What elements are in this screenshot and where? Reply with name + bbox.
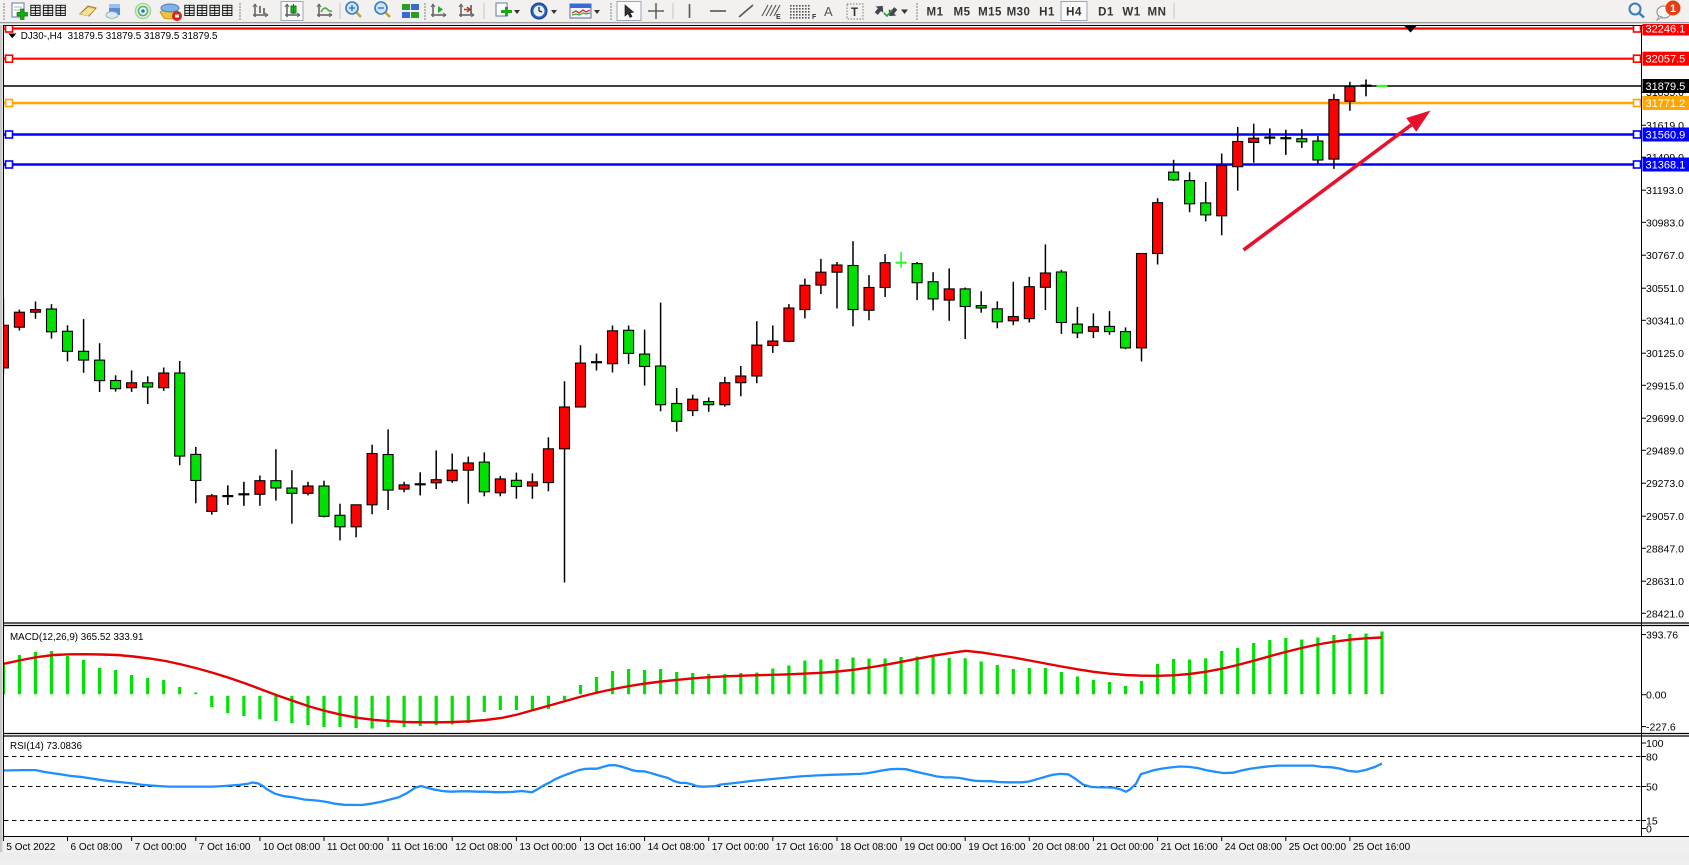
svg-text:11 Oct 00:00: 11 Oct 00:00: [327, 842, 384, 853]
svg-text:25 Oct 00:00: 25 Oct 00:00: [1289, 842, 1347, 853]
svg-text:32057.5: 32057.5: [1646, 54, 1686, 66]
svg-text:30551.0: 30551.0: [1646, 283, 1684, 295]
svg-text:1: 1: [1670, 3, 1676, 15]
svg-text:29273.0: 29273.0: [1646, 478, 1684, 490]
svg-text:18 Oct 08:00: 18 Oct 08:00: [840, 842, 898, 853]
svg-text:30983.0: 30983.0: [1646, 217, 1684, 229]
svg-text:F: F: [812, 14, 817, 21]
svg-text:D1: D1: [1098, 7, 1114, 19]
svg-text:24 Oct 08:00: 24 Oct 08:00: [1225, 842, 1283, 853]
svg-text:H4: H4: [1066, 7, 1082, 19]
svg-text:17 Oct 16:00: 17 Oct 16:00: [776, 842, 834, 853]
svg-text:13 Oct 00:00: 13 Oct 00:00: [519, 842, 577, 853]
svg-text:31368.1: 31368.1: [1646, 160, 1686, 172]
svg-text:H1: H1: [1039, 7, 1055, 19]
svg-text:21 Oct 16:00: 21 Oct 16:00: [1161, 842, 1219, 853]
svg-text:MN: MN: [1148, 7, 1167, 19]
svg-text:RSI(14) 73.0836: RSI(14) 73.0836: [10, 741, 82, 752]
svg-text:29489.0: 29489.0: [1646, 445, 1684, 457]
svg-text:393.76: 393.76: [1646, 630, 1678, 642]
svg-text:14 Oct 08:00: 14 Oct 08:00: [648, 842, 706, 853]
svg-text:17 Oct 00:00: 17 Oct 00:00: [712, 842, 770, 853]
svg-text:0: 0: [1646, 824, 1652, 836]
svg-text:19 Oct 16:00: 19 Oct 16:00: [968, 842, 1026, 853]
svg-text:21 Oct 00:00: 21 Oct 00:00: [1096, 842, 1154, 853]
svg-text:11 Oct 16:00: 11 Oct 16:00: [391, 842, 448, 853]
svg-text:30341.0: 30341.0: [1646, 315, 1684, 327]
svg-text:T: T: [851, 7, 858, 19]
svg-text:29915.0: 29915.0: [1646, 380, 1684, 392]
svg-text:19 Oct 00:00: 19 Oct 00:00: [904, 842, 962, 853]
svg-text:29699.0: 29699.0: [1646, 413, 1684, 425]
svg-text:30125.0: 30125.0: [1646, 348, 1684, 360]
svg-text:5 Oct 2022: 5 Oct 2022: [6, 842, 55, 853]
svg-text:28847.0: 28847.0: [1646, 543, 1684, 555]
svg-text:31879.5: 31879.5: [1646, 81, 1686, 93]
svg-text:31193.0: 31193.0: [1646, 185, 1683, 197]
svg-text:32246.1: 32246.1: [1646, 24, 1686, 36]
svg-text:A: A: [824, 4, 833, 19]
svg-text:13 Oct 16:00: 13 Oct 16:00: [584, 842, 642, 853]
svg-text:30767.0: 30767.0: [1646, 250, 1684, 262]
svg-text:MACD(12,26,9) 365.52 333.91: MACD(12,26,9) 365.52 333.91: [10, 632, 143, 643]
svg-text:100: 100: [1646, 738, 1664, 750]
svg-text:31560.9: 31560.9: [1646, 130, 1686, 142]
svg-text:20 Oct 08:00: 20 Oct 08:00: [1032, 842, 1090, 853]
svg-text:12 Oct 08:00: 12 Oct 08:00: [455, 842, 513, 853]
svg-text:-227.6: -227.6: [1646, 722, 1676, 734]
svg-text:0.00: 0.00: [1646, 690, 1667, 702]
svg-text:25 Oct 16:00: 25 Oct 16:00: [1353, 842, 1411, 853]
svg-text:28631.0: 28631.0: [1646, 576, 1684, 588]
svg-text:28421.0: 28421.0: [1646, 608, 1684, 620]
svg-text:M30: M30: [1007, 7, 1031, 19]
svg-text:50: 50: [1646, 782, 1658, 794]
svg-text:DJ30-,H4 31879.5 31879.5 3187: DJ30-,H4 31879.5 31879.5 31879.5 31879.5: [21, 31, 218, 42]
svg-text:M15: M15: [978, 7, 1002, 19]
svg-text:E: E: [776, 14, 781, 21]
svg-text:10 Oct 08:00: 10 Oct 08:00: [263, 842, 321, 853]
svg-text:M1: M1: [927, 7, 944, 19]
svg-text:7 Oct 16:00: 7 Oct 16:00: [199, 842, 251, 853]
svg-text:7 Oct 00:00: 7 Oct 00:00: [135, 842, 187, 853]
svg-text:31771.2: 31771.2: [1646, 98, 1686, 110]
svg-text:M5: M5: [954, 7, 971, 19]
svg-text:29057.0: 29057.0: [1646, 511, 1684, 523]
svg-text:80: 80: [1646, 752, 1658, 764]
svg-text:W1: W1: [1122, 7, 1140, 19]
svg-text:6 Oct 08:00: 6 Oct 08:00: [71, 842, 123, 853]
